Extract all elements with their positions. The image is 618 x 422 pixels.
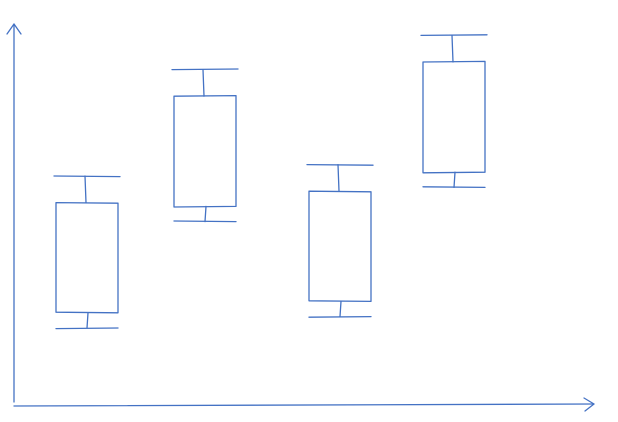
lower-whisker — [339, 300, 342, 318]
lower-whisker-cap — [173, 220, 237, 223]
upper-whisker-cap — [306, 163, 374, 166]
upper-whisker-cap — [171, 68, 239, 71]
lower-whisker-cap — [422, 186, 486, 189]
upper-whisker — [337, 163, 340, 192]
upper-whisker-cap — [53, 175, 121, 178]
upper-whisker — [202, 68, 205, 97]
box-body — [173, 94, 237, 208]
box-4 — [420, 34, 488, 189]
box-2 — [171, 68, 239, 223]
lower-whisker — [453, 171, 456, 189]
y-axis-arrowhead — [6, 23, 22, 35]
box-1 — [53, 175, 121, 330]
lower-whisker-cap — [55, 327, 119, 330]
box-body — [55, 201, 119, 314]
x-axis-arrow — [13, 403, 595, 407]
x-axis-arrowhead — [583, 397, 595, 412]
upper-whisker — [451, 34, 454, 63]
lower-whisker — [204, 205, 207, 223]
upper-whisker-cap — [420, 34, 488, 37]
box-body — [422, 60, 486, 174]
boxes-layer — [53, 34, 488, 330]
upper-whisker — [84, 175, 87, 204]
box-3 — [306, 163, 374, 318]
axes — [6, 23, 595, 412]
lower-whisker — [86, 312, 89, 329]
lower-whisker-cap — [308, 315, 372, 318]
box-body — [308, 190, 372, 303]
